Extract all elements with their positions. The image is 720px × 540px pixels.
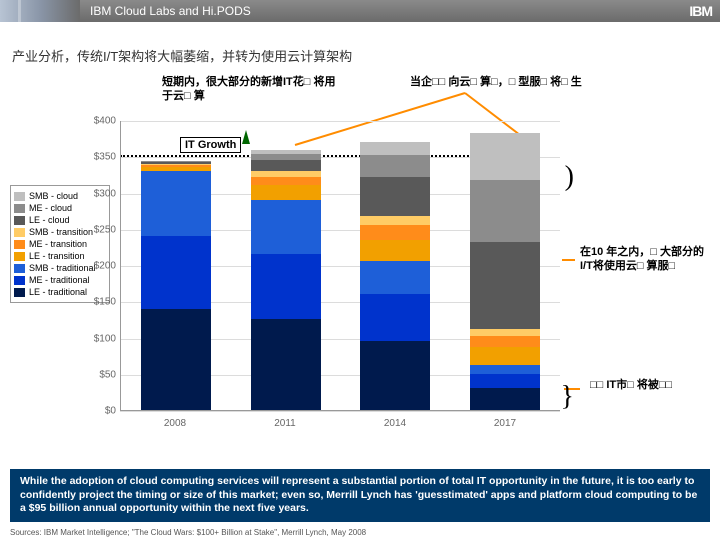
bar-segment — [141, 309, 211, 411]
y-tick: $0 — [105, 406, 116, 417]
bar-segment — [360, 341, 430, 410]
brace-top-icon: ) — [565, 161, 574, 193]
bar-segment — [470, 347, 540, 365]
bar-segment — [360, 294, 430, 341]
bar-segment — [360, 240, 430, 262]
bar-segment — [251, 200, 321, 254]
bar-segment — [251, 160, 321, 171]
bar-segment — [360, 216, 430, 225]
legend-swatch — [14, 240, 25, 249]
ibm-logo: IBM — [689, 3, 712, 19]
bar-segment — [251, 185, 321, 200]
annotation-top-right: 当企□□ 向云□ 算□，□ 型服□ 将□ 生 — [410, 75, 610, 89]
x-label: 2011 — [230, 418, 340, 429]
bar-segment — [470, 180, 540, 242]
x-axis: 2008201120142017 — [120, 418, 560, 429]
bar-segment — [251, 177, 321, 186]
y-tick: $350 — [94, 152, 116, 163]
legend-swatch — [14, 252, 25, 261]
bar-segment — [470, 329, 540, 336]
header-bar: IBM Cloud Labs and Hi.PODS IBM — [0, 0, 720, 22]
chart-area: 短期内，很大部分的新增IT花□ 将用于云□ 算 当企□□ 向云□ 算□，□ 型服… — [10, 75, 710, 455]
bar-segment — [360, 142, 430, 155]
chart-plot: $0$50$100$150$200$250$300$350$400 200820… — [120, 121, 560, 411]
annotation-right-bot: □□ IT市□ 将被□□ — [590, 378, 710, 392]
bar-segment — [360, 261, 430, 294]
bar-segment — [470, 365, 540, 374]
y-tick: $400 — [94, 116, 116, 127]
brace-bottom-icon: } — [561, 381, 574, 413]
y-tick: $250 — [94, 224, 116, 235]
bar-segment — [470, 336, 540, 347]
bar — [141, 161, 211, 410]
bar-segment — [251, 319, 321, 410]
legend-label: ME - cloud — [29, 203, 72, 213]
bar-segment — [470, 374, 540, 389]
y-tick: $50 — [99, 369, 116, 380]
bar-segment — [251, 254, 321, 319]
x-label: 2008 — [120, 418, 230, 429]
y-axis: $0$50$100$150$200$250$300$350$400 — [75, 121, 120, 411]
legend-swatch — [14, 288, 25, 297]
bar-segment — [141, 236, 211, 309]
page-subtitle: 产业分析，传统I/T架构将大幅萎缩，并转为使用云计算架构 — [0, 22, 720, 71]
bar — [470, 133, 540, 410]
grid-line — [120, 411, 560, 412]
bar-segment — [360, 225, 430, 240]
x-label: 2017 — [450, 418, 560, 429]
legend-swatch — [14, 216, 25, 225]
bar-segment — [470, 242, 540, 329]
bar — [251, 150, 321, 410]
legend-swatch — [14, 192, 25, 201]
bar-segment — [360, 155, 430, 177]
legend-swatch — [14, 228, 25, 237]
bar-segment — [470, 388, 540, 410]
sources-text: Sources: IBM Market Intelligence; "The C… — [10, 528, 366, 537]
annotation-top-left: 短期内，很大部分的新增IT花□ 将用于云□ 算 — [162, 75, 342, 104]
y-tick: $100 — [94, 333, 116, 344]
y-tick: $200 — [94, 261, 116, 272]
legend-label: LE - cloud — [29, 215, 70, 225]
legend-swatch — [14, 276, 25, 285]
legend-swatch — [14, 264, 25, 273]
legend-swatch — [14, 204, 25, 213]
header-graphic — [0, 0, 80, 22]
bar-segment — [141, 171, 211, 236]
bar-segment — [470, 133, 540, 180]
annotation-right-mid: 在10 年之内，□ 大部分的 I/T将使用云□ 算服□ — [580, 245, 710, 274]
y-tick: $150 — [94, 297, 116, 308]
y-tick: $300 — [94, 188, 116, 199]
x-label: 2014 — [340, 418, 450, 429]
bar-segment — [360, 177, 430, 217]
legend-label: SMB - cloud — [29, 191, 78, 201]
footer-quote: While the adoption of cloud computing se… — [10, 469, 710, 522]
bar-group — [120, 121, 560, 411]
header-title: IBM Cloud Labs and Hi.PODS — [90, 4, 251, 18]
bar — [360, 142, 430, 410]
